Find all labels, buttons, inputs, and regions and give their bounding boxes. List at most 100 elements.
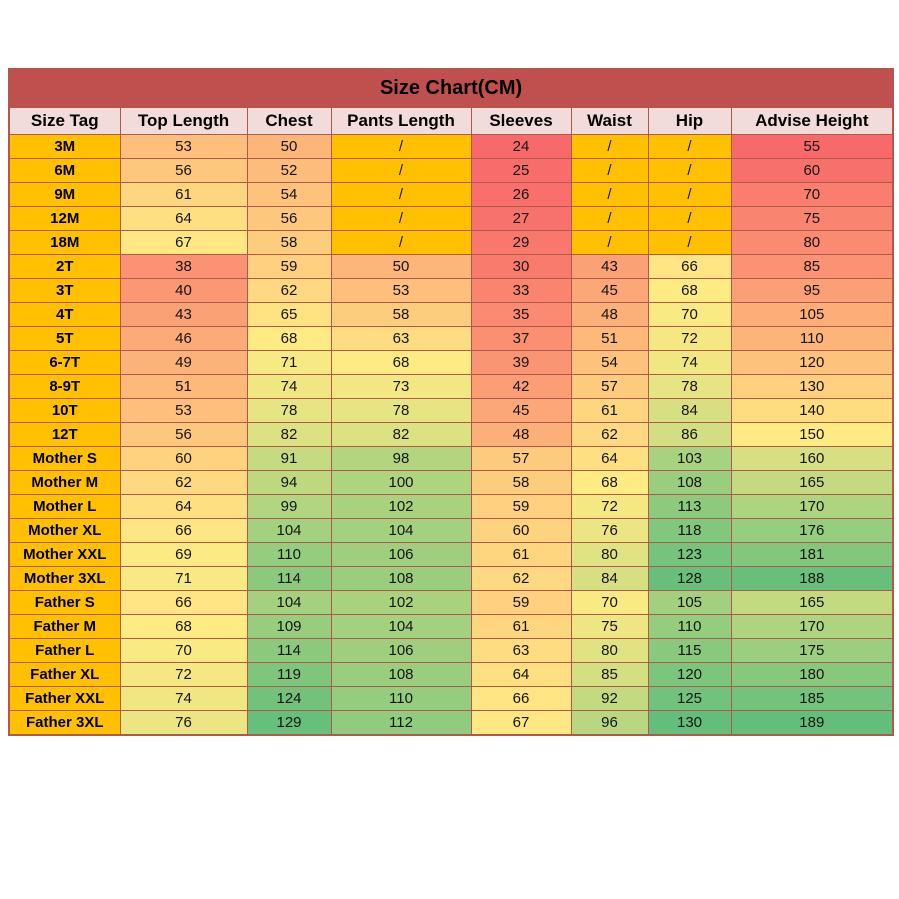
- size-tag-cell: Mother 3XL: [8, 566, 121, 591]
- size-chart-table: Size Chart(CM) Size Tag Top Length Chest…: [8, 68, 895, 736]
- size-tag-cell: 3T: [8, 278, 121, 303]
- value-cell: 29: [470, 230, 572, 255]
- value-cell: 165: [730, 590, 894, 615]
- table-row: 2T 38 59 50 30 43 66 85: [8, 254, 894, 279]
- size-tag-cell: Father XL: [8, 662, 121, 687]
- value-cell: 108: [330, 566, 472, 591]
- value-cell: 74: [647, 350, 732, 375]
- col-header-advise-height: Advise Height: [730, 107, 894, 135]
- value-cell: /: [647, 230, 732, 255]
- value-cell: /: [647, 182, 732, 207]
- size-tag-cell: 18M: [8, 230, 121, 255]
- value-cell: 53: [330, 278, 472, 303]
- table-row: Mother XL 66 104 104 60 76 118 176: [8, 518, 894, 543]
- value-cell: 185: [730, 686, 894, 711]
- value-cell: 123: [647, 542, 732, 567]
- value-cell: 35: [470, 302, 572, 327]
- value-cell: 96: [570, 710, 649, 736]
- value-cell: 80: [570, 542, 649, 567]
- value-cell: 64: [119, 494, 248, 519]
- value-cell: 57: [570, 374, 649, 399]
- value-cell: 61: [570, 398, 649, 423]
- value-cell: 63: [330, 326, 472, 351]
- value-cell: 55: [730, 134, 894, 159]
- value-cell: 71: [119, 566, 248, 591]
- value-cell: 62: [470, 566, 572, 591]
- table-row: Mother S 60 91 98 57 64 103 160: [8, 446, 894, 471]
- value-cell: 104: [246, 518, 332, 543]
- value-cell: 165: [730, 470, 894, 495]
- size-tag-cell: 9M: [8, 182, 121, 207]
- value-cell: 62: [119, 470, 248, 495]
- value-cell: 56: [119, 422, 248, 447]
- table-row: Father S 66 104 102 59 70 105 165: [8, 590, 894, 615]
- value-cell: 125: [647, 686, 732, 711]
- value-cell: 104: [330, 518, 472, 543]
- col-header-pants-length: Pants Length: [330, 107, 472, 135]
- value-cell: 114: [246, 566, 332, 591]
- size-tag-cell: 2T: [8, 254, 121, 279]
- value-cell: 38: [119, 254, 248, 279]
- value-cell: 60: [470, 518, 572, 543]
- value-cell: 175: [730, 638, 894, 663]
- value-cell: 56: [246, 206, 332, 231]
- value-cell: 66: [647, 254, 732, 279]
- value-cell: 160: [730, 446, 894, 471]
- size-tag-cell: 10T: [8, 398, 121, 423]
- size-tag-cell: 3M: [8, 134, 121, 159]
- value-cell: 57: [470, 446, 572, 471]
- value-cell: 58: [470, 470, 572, 495]
- value-cell: 78: [246, 398, 332, 423]
- value-cell: 106: [330, 542, 472, 567]
- value-cell: 70: [570, 590, 649, 615]
- value-cell: 80: [570, 638, 649, 663]
- value-cell: /: [647, 158, 732, 183]
- value-cell: 45: [470, 398, 572, 423]
- value-cell: 74: [246, 374, 332, 399]
- value-cell: 176: [730, 518, 894, 543]
- value-cell: 70: [119, 638, 248, 663]
- table-row: 3M 53 50/24//55: [8, 134, 894, 159]
- value-cell: 170: [730, 494, 894, 519]
- value-cell: 124: [246, 686, 332, 711]
- value-cell: 60: [119, 446, 248, 471]
- value-cell: 50: [330, 254, 472, 279]
- table-row: 12M 64 56/27//75: [8, 206, 894, 231]
- value-cell: 66: [470, 686, 572, 711]
- value-cell: /: [330, 182, 472, 207]
- value-cell: 42: [470, 374, 572, 399]
- table-row: Mother M 62 94 100 58 68 108 165: [8, 470, 894, 495]
- value-cell: 86: [647, 422, 732, 447]
- value-cell: 56: [119, 158, 248, 183]
- value-cell: 64: [470, 662, 572, 687]
- size-tag-cell: 8-9T: [8, 374, 121, 399]
- table-row: 8-9T 51 74 73 42 57 78 130: [8, 374, 894, 399]
- size-tag-cell: 6-7T: [8, 350, 121, 375]
- table-row: Father M 68 109 104 61 75 110 170: [8, 614, 894, 639]
- value-cell: 76: [119, 710, 248, 736]
- value-cell: 100: [330, 470, 472, 495]
- value-cell: 53: [119, 134, 248, 159]
- value-cell: 59: [246, 254, 332, 279]
- value-cell: 103: [647, 446, 732, 471]
- col-header-sleeves: Sleeves: [470, 107, 572, 135]
- value-cell: /: [330, 134, 472, 159]
- value-cell: /: [570, 158, 649, 183]
- value-cell: 62: [246, 278, 332, 303]
- value-cell: 120: [647, 662, 732, 687]
- value-cell: 67: [470, 710, 572, 736]
- value-cell: 66: [119, 518, 248, 543]
- value-cell: /: [570, 134, 649, 159]
- table-row: Mother L 64 99 102 59 72 113 170: [8, 494, 894, 519]
- value-cell: 92: [570, 686, 649, 711]
- value-cell: 181: [730, 542, 894, 567]
- value-cell: 59: [470, 494, 572, 519]
- table-row: Father XL 72 119 108 64 85 120 180: [8, 662, 894, 687]
- table-row: 18M 67 58/29//80: [8, 230, 894, 255]
- value-cell: 68: [570, 470, 649, 495]
- value-cell: 66: [119, 590, 248, 615]
- value-cell: 59: [470, 590, 572, 615]
- value-cell: 129: [246, 710, 332, 736]
- value-cell: 51: [119, 374, 248, 399]
- value-cell: 39: [470, 350, 572, 375]
